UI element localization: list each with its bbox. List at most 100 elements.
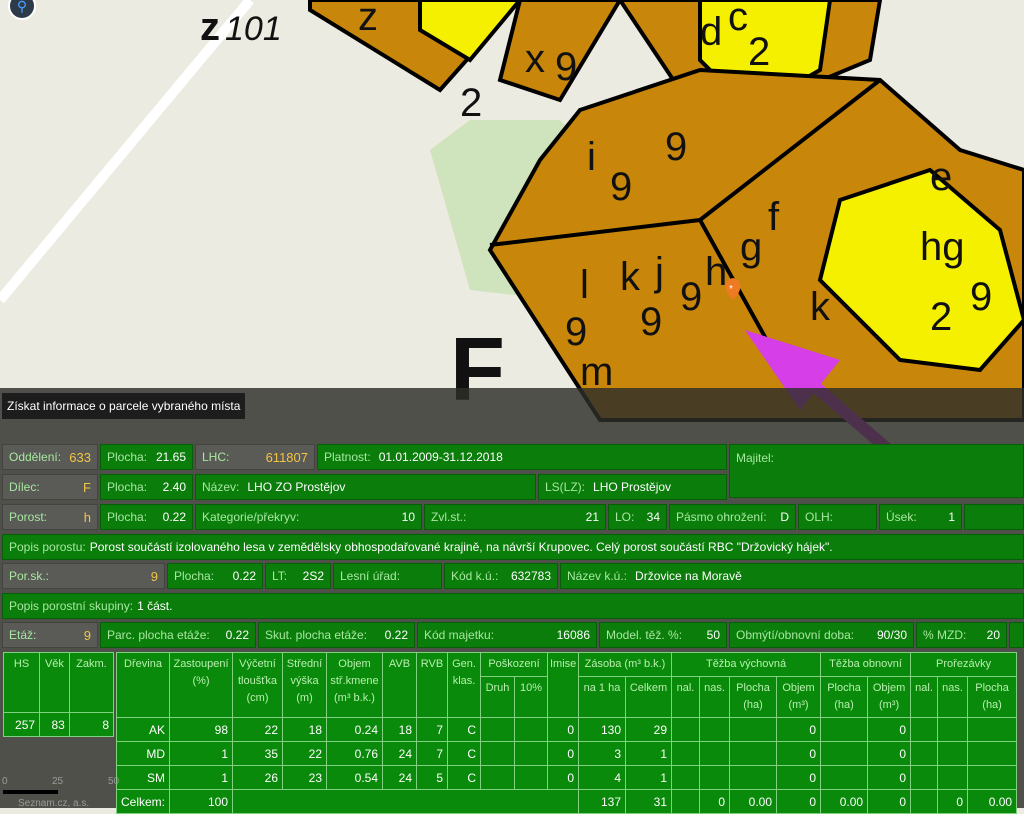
nazev-cell: Název: LHO ZO Prostějov [195,474,536,500]
cell: 0.76 [326,741,383,766]
cell [671,741,700,766]
ls-cell: LS(LZ): LHO Prostějov [538,474,727,500]
plocha-oddeleni-cell: Plocha: 21.65 [100,444,193,470]
cell: AK [116,717,170,742]
cell: 0.54 [326,765,383,790]
col-objem: Objem (m³) [867,676,912,718]
cell [967,765,1018,790]
cell: 0 [937,789,969,814]
col-na1ha: na 1 ha [578,676,626,718]
olh-cell: OLH: [798,504,877,530]
svg-text:z: z [200,5,220,49]
cell: 8 [68,712,115,737]
cell [699,741,730,766]
cell [514,717,548,742]
svg-text:g: g [740,225,762,269]
location-marker-icon: * [725,278,741,300]
cell [937,717,969,742]
cell: MD [116,741,170,766]
model-tez-cell: Model. těž. %: 50 [599,622,727,648]
search-button[interactable]: ⚲ [8,0,36,20]
group-tezba-vychovna: Těžba výchovná [670,652,822,677]
cell [480,741,515,766]
etaz-cell: Etáž: 9 [2,622,98,648]
col-stredni: Střední výška (m) [282,652,327,718]
svg-text:2: 2 [748,30,770,74]
dilec-cell: Dílec: F [2,474,98,500]
cell: 0 [775,765,822,790]
svg-text:h: h [705,250,727,294]
cell [910,789,939,814]
search-icon: ⚲ [16,0,28,14]
col-avb: AVB [382,652,417,718]
plocha-dilec-cell: Plocha: 2.40 [100,474,193,500]
cell: 0.00 [729,789,777,814]
table-row: SM 1 26 23 0.54 24 5 C 0 4 1 0 0 [116,765,1018,790]
empty-cell [964,504,1024,530]
col-10pct: 10% [514,676,548,718]
empty-cell [1009,622,1024,648]
kod-majetku-cell: Kód majetku: 16086 [417,622,597,648]
svg-text:9: 9 [565,310,587,354]
mzd-cell: % MZD: 20 [916,622,1007,648]
cell: 31 [625,789,672,814]
lt-cell: LT: 2S2 [265,563,331,589]
col-plocha: Plocha (ha) [967,676,1018,718]
cell [820,765,869,790]
cell [480,765,515,790]
lhc-cell: LHC: 611807 [195,444,315,470]
svg-text:m: m [580,350,613,394]
porost-cell: Porost: h [2,504,98,530]
cell: 35 [232,741,283,766]
group-poskozeni: Poškození [480,652,548,677]
cell: 0 [699,789,730,814]
cell: 0 [547,717,579,742]
popis-skupiny-cell: Popis porostní skupiny: 1 část. [2,593,1024,619]
cell [480,717,515,742]
cell: 7 [416,717,448,742]
col-gen: Gen. klas. [447,652,481,718]
col-zakm: Zakm. [68,652,115,713]
cell: 98 [169,717,233,742]
cell [514,741,548,766]
col-vycetni: Výčetní tloušťka (cm) [232,652,283,718]
cell: 1 [625,765,672,790]
cell: 24 [382,765,417,790]
col-objem: Objem (m³) [775,676,822,718]
cell: 0.24 [326,717,383,742]
platnost-cell: Platnost: 01.01.2009-31.12.2018 [317,444,727,470]
cell [967,741,1018,766]
svg-text:9: 9 [555,45,577,89]
zvlst-cell: Zvl.st.: 21 [424,504,606,530]
cell: 18 [282,717,327,742]
parc-plocha-cell: Parc. plocha etáže: 0.22 [100,622,256,648]
svg-text:k: k [810,285,831,329]
cell: C [447,741,481,766]
cell [967,717,1018,742]
usek-cell: Úsek: 1 [879,504,962,530]
pasmo-cell: Pásmo ohrožení: D [669,504,796,530]
lo-cell: LO: 34 [608,504,667,530]
cell [699,717,730,742]
cell [910,741,939,766]
oddeleni-cell: Oddělení: 633 [2,444,98,470]
svg-text:c: c [728,0,748,39]
cell: 1 [169,765,233,790]
cell: 0 [775,717,822,742]
cell: 5 [416,765,448,790]
road [0,0,254,304]
forest-parcels [308,0,1024,422]
cell: 29 [625,717,672,742]
col-rvb: RVB [416,652,448,718]
cell [671,765,700,790]
cell: 137 [578,789,626,814]
cell: 130 [578,717,626,742]
col-celkem: Celkem [625,676,672,718]
cell [232,789,579,814]
cell [910,717,939,742]
attribution: Seznam.cz, a.s. [18,798,90,809]
cell [699,765,730,790]
svg-text:f: f [768,195,780,239]
kod-ku-cell: Kód k.ú.: 632783 [444,563,558,589]
col-nal: nal. [910,676,939,718]
